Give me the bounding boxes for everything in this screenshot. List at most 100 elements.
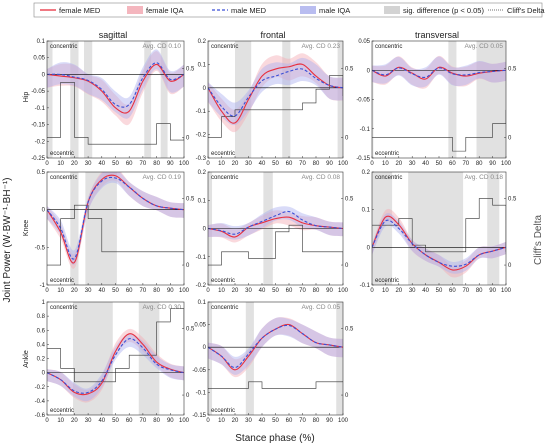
female-med-line <box>47 63 184 114</box>
x-tick-label: 10 <box>382 161 389 167</box>
y-tick-label: -0.25 <box>31 156 45 162</box>
y-tick-label: -0.1 <box>196 255 207 261</box>
male-med-line <box>208 324 343 369</box>
eccentric-label: eccentric <box>375 278 399 284</box>
y-tick-label: 0 <box>367 245 371 251</box>
legend: female MED female IQA male MED male IQA sig.… <box>33 2 545 18</box>
x-tick-label: 20 <box>71 418 78 424</box>
plot-area <box>208 53 343 138</box>
sig-band-0 <box>208 302 213 415</box>
male-med-line <box>372 67 506 79</box>
x-tick-label: 60 <box>449 288 456 294</box>
avg-cd-label: Avg. CD 0.18 <box>464 174 503 181</box>
cliffs-delta-line <box>208 381 343 389</box>
x-tick-label: 40 <box>98 161 105 167</box>
y2-tick-label: 0 <box>345 263 349 269</box>
y-tick-label: -0.1 <box>196 390 207 396</box>
y2-tick-label: 0 <box>508 263 512 269</box>
x-tick-label: 50 <box>436 161 443 167</box>
x-tick-label: 50 <box>112 288 119 294</box>
x-tick-label: 50 <box>436 288 443 294</box>
sig-band-3 <box>337 41 343 158</box>
legend-swatch-1 <box>127 6 143 14</box>
panel-ankle-sagittal: 10.80.60.40.20-0.2-0.4-0.600.50 10 20 30 40 5… <box>35 300 195 424</box>
avg-cd-label: Avg. CD 0.10 <box>142 43 181 50</box>
male-med-line <box>208 210 343 235</box>
cliffs-delta-line <box>208 75 343 138</box>
plot-area <box>208 206 343 266</box>
y-tick-label: 0.2 <box>198 170 207 176</box>
sig-band-0 <box>47 41 53 158</box>
x-tick-label: 20 <box>71 161 78 167</box>
panel-knee-sagittal: 0.50-0.5-100.50 10 20 30 40 50 60 70 80 90 100conc… <box>35 170 195 294</box>
concentric-label: concentric <box>375 44 402 50</box>
y2-tick-label: 0 <box>508 135 512 141</box>
sig-band-2 <box>336 302 343 415</box>
eccentric-label: eccentric <box>211 408 235 414</box>
x-tick-label: 90 <box>167 161 174 167</box>
col-title-frontal: frontal <box>260 30 285 40</box>
cliffs-delta-line <box>47 308 184 383</box>
y-tick-label: 0.05 <box>358 39 370 45</box>
y-tick-label: 0.2 <box>37 357 46 363</box>
x-tick-label: 100 <box>338 418 349 424</box>
eccentric-label: eccentric <box>50 278 74 284</box>
x-tick-label: 70 <box>462 288 469 294</box>
y-tick-label: -0.05 <box>31 89 45 95</box>
cliffs-delta-line <box>372 198 506 253</box>
x-tick-label: 100 <box>501 161 512 167</box>
avg-cd-label: Avg. CD 0.23 <box>301 43 340 50</box>
col-title-transversal: transversal <box>415 30 459 40</box>
x-tick-label: 80 <box>313 418 320 424</box>
y-tick-label: 0.1 <box>362 208 371 214</box>
x-tick-label: 0 <box>206 161 210 167</box>
x-tick-label: 90 <box>167 418 174 424</box>
x-tick-label: 80 <box>476 161 483 167</box>
sig-band-1 <box>408 172 464 285</box>
y-tick-label: 0.5 <box>37 170 46 176</box>
x-tick-label: 60 <box>286 288 293 294</box>
y-tick-label: 0.6 <box>37 328 46 334</box>
y-tick-label: -0.1 <box>196 109 207 115</box>
concentric-label: concentric <box>211 305 238 311</box>
sig-band-1 <box>448 41 457 158</box>
panel-knee-frontal: 0.20.10-0.1-0.200.50 10 20 30 40 50 60 70 80 90 10… <box>196 170 354 294</box>
y2-tick-label: 0.5 <box>345 327 354 333</box>
x-tick-label: 70 <box>299 161 306 167</box>
x-tick-label: 70 <box>462 161 469 167</box>
female-med-line <box>47 333 184 396</box>
eccentric-label: eccentric <box>50 151 74 157</box>
x-tick-label: 30 <box>245 418 252 424</box>
x-tick-label: 50 <box>112 161 119 167</box>
y-tick-label: -0.2 <box>35 139 46 145</box>
x-tick-label: 10 <box>218 418 225 424</box>
x-tick-label: 10 <box>57 418 64 424</box>
y-tick-label: -0.2 <box>196 283 207 289</box>
cliffs-delta-line <box>47 204 184 266</box>
concentric-label: concentric <box>50 44 77 50</box>
sig-band-0 <box>372 172 393 285</box>
plot-area <box>47 172 184 269</box>
y-tick-label: 0.8 <box>37 314 46 320</box>
sig-band-0 <box>73 302 113 415</box>
x-tick-label: 40 <box>259 161 266 167</box>
row-label-hip: Hip <box>23 92 30 103</box>
x-tick-label: 0 <box>206 418 210 424</box>
x-tick-label: 60 <box>286 161 293 167</box>
x-tick-label: 40 <box>259 418 266 424</box>
female-iqa-band <box>208 317 343 378</box>
male-iqa-band <box>47 172 184 265</box>
x-tick-label: 30 <box>245 161 252 167</box>
x-tick-label: 0 <box>45 161 49 167</box>
x-tick-label: 100 <box>179 288 190 294</box>
x-tick-label: 70 <box>140 418 147 424</box>
y-tick-label: 0.05 <box>33 56 45 62</box>
x-tick-label: 10 <box>57 161 64 167</box>
plot-area <box>372 55 506 152</box>
sig-band-2 <box>282 41 291 158</box>
y-tick-label: 0.1 <box>198 198 207 204</box>
male-med-line <box>208 68 343 117</box>
x-tick-label: 90 <box>489 161 496 167</box>
eccentric-label: eccentric <box>375 151 399 157</box>
